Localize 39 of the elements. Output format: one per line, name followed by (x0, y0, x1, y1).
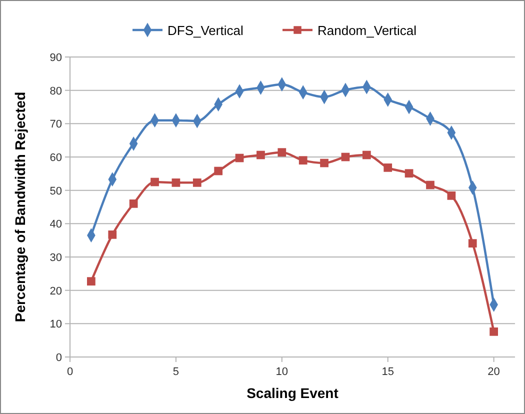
point (447, 191, 456, 200)
point (129, 199, 138, 208)
y-tick-label: 80 (50, 85, 62, 98)
point (320, 158, 328, 168)
legend-label: Random_Vertical (318, 23, 417, 38)
point (490, 327, 498, 336)
y-tick-label: 90 (50, 52, 62, 64)
point (150, 178, 159, 186)
legend-label: DFS_Vertical (168, 23, 244, 38)
point (341, 152, 350, 162)
point (235, 154, 244, 162)
x-tick-label: 20 (488, 366, 500, 378)
x-tick-label: 0 (66, 366, 74, 378)
point (256, 150, 265, 160)
point (384, 163, 392, 172)
x-axis-title: Scaling Event (246, 385, 339, 401)
point (87, 277, 96, 286)
y-tick-label: 40 (50, 218, 62, 231)
y-tick-label: 50 (50, 185, 62, 198)
point (192, 178, 202, 187)
point (298, 156, 308, 165)
y-tick-label: 10 (50, 318, 62, 331)
point (278, 148, 286, 157)
point (362, 150, 371, 160)
x-tick-label: 5 (172, 366, 180, 378)
point (404, 169, 414, 178)
point (426, 180, 434, 190)
point (468, 239, 477, 248)
y-tick-label: 0 (56, 352, 62, 364)
y-axis-title: Percentage of Bandwidth Rejected (12, 92, 28, 322)
point (172, 178, 180, 187)
x-tick-label: 15 (382, 366, 394, 378)
y-tick-label: 30 (50, 252, 62, 264)
y-tick-label: 20 (50, 285, 62, 298)
x-tick-label: 10 (276, 366, 288, 378)
point (108, 230, 117, 239)
y-tick-label: 70 (50, 118, 62, 131)
point (214, 166, 223, 176)
y-tick-label: 60 (50, 152, 62, 164)
